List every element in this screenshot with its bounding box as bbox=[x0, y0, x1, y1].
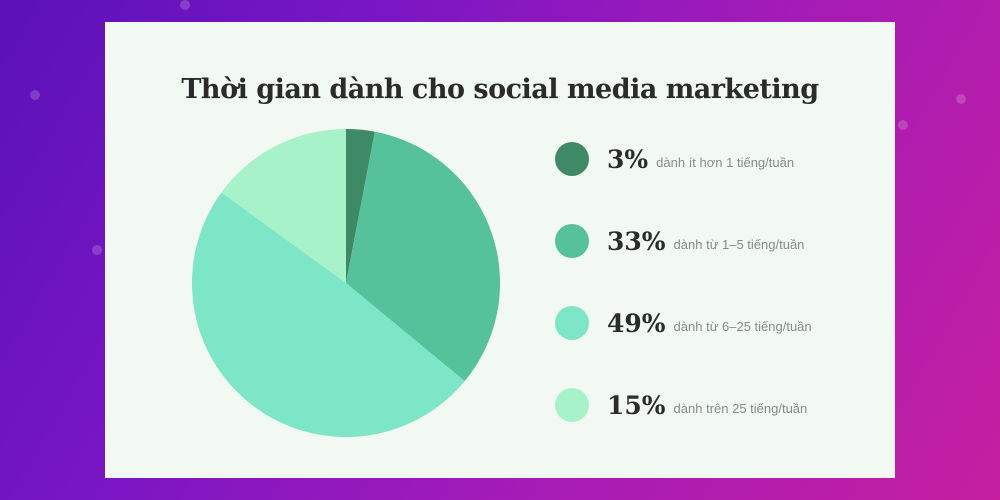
legend-percent: 3% bbox=[607, 144, 649, 174]
legend-item: 33% dành từ 1–5 tiếng/tuần bbox=[555, 224, 804, 258]
legend-swatch bbox=[555, 388, 589, 422]
background-dot bbox=[956, 94, 966, 104]
legend-swatch bbox=[555, 142, 589, 176]
legend-description: dành ít hơn 1 tiếng/tuần bbox=[656, 154, 795, 170]
legend-description: dành trên 25 tiếng/tuần bbox=[673, 400, 808, 416]
legend-swatch bbox=[555, 306, 589, 340]
legend-item: 15% dành trên 25 tiếng/tuần bbox=[555, 388, 807, 422]
background-dot bbox=[180, 0, 190, 10]
background-dot bbox=[30, 90, 40, 100]
pie-slice bbox=[221, 129, 346, 283]
pie-chart bbox=[192, 129, 500, 437]
legend-percent: 33% bbox=[607, 226, 666, 256]
chart-title: Thời gian dành cho social media marketin… bbox=[181, 74, 819, 105]
background-dot bbox=[92, 245, 102, 255]
legend-item: 3% dành ít hơn 1 tiếng/tuần bbox=[555, 142, 794, 176]
pie-slice bbox=[346, 129, 375, 283]
legend-description: dành từ 6–25 tiếng/tuần bbox=[673, 318, 812, 334]
legend-percent: 49% bbox=[607, 308, 666, 338]
chart-card: Thời gian dành cho social media marketin… bbox=[105, 22, 895, 478]
background-dot bbox=[898, 120, 908, 130]
legend-percent: 15% bbox=[607, 390, 666, 420]
legend-swatch bbox=[555, 224, 589, 258]
legend-description: dành từ 1–5 tiếng/tuần bbox=[673, 236, 805, 252]
pie-slice bbox=[192, 192, 465, 437]
pie-slice bbox=[346, 131, 500, 382]
legend-item: 49% dành từ 6–25 tiếng/tuần bbox=[555, 306, 812, 340]
